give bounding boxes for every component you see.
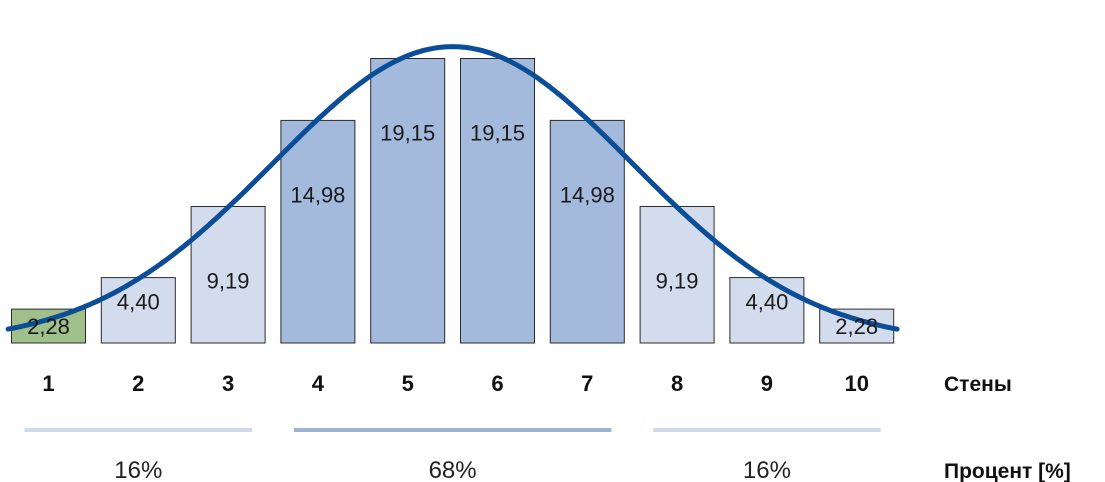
x-tick-3: 3 xyxy=(222,371,234,396)
curve-layer xyxy=(5,44,900,332)
bar-value-label-5: 19,15 xyxy=(380,121,435,146)
x-tick-5: 5 xyxy=(402,371,414,396)
bar-4 xyxy=(280,119,356,344)
bar-9 xyxy=(729,277,805,344)
percent-axis-title: Процент [%] xyxy=(944,460,1071,482)
normal-distribution-curve xyxy=(5,44,900,332)
x-tick-6: 6 xyxy=(491,371,503,396)
bar-2 xyxy=(100,277,176,344)
x-tick-8: 8 xyxy=(671,371,683,396)
x-tick-7: 7 xyxy=(581,371,593,396)
bar-value-label-7: 14,98 xyxy=(560,182,615,207)
bar-6 xyxy=(460,58,535,344)
x-tick-2: 2 xyxy=(132,371,144,396)
percent-group-line-3 xyxy=(653,428,881,432)
bar-value-label-1: 2,28 xyxy=(27,314,70,339)
percent-groups-layer: 16% 68% 16% xyxy=(24,428,881,482)
bar-labels-layer: 2,28 4,40 9,19 14,98 19,15 19,15 14,98 9,19 4,40… xyxy=(27,121,878,340)
bar-value-label-10: 2,28 xyxy=(835,314,878,339)
percent-group-label-3: 16% xyxy=(743,457,791,482)
x-ticks-layer: 1 2 3 4 5 6 7 8 9 10 xyxy=(42,371,869,396)
x-tick-10: 10 xyxy=(844,371,868,396)
x-tick-9: 9 xyxy=(761,371,773,396)
bar-value-label-2: 4,40 xyxy=(117,290,160,315)
x-tick-4: 4 xyxy=(312,371,325,396)
bar-value-label-6: 19,15 xyxy=(470,121,525,146)
bars-layer xyxy=(11,58,895,344)
x-tick-1: 1 xyxy=(42,371,54,396)
percent-group-line-1 xyxy=(24,428,253,432)
percent-group-label-1: 16% xyxy=(114,457,162,482)
bar-value-label-4: 14,98 xyxy=(290,182,345,207)
bar-value-label-3: 9,19 xyxy=(207,269,250,294)
bar-5 xyxy=(370,58,446,344)
bar-7 xyxy=(549,119,625,344)
bar-value-label-8: 9,19 xyxy=(656,269,699,294)
percent-group-line-2 xyxy=(293,428,612,432)
bar-value-label-9: 4,40 xyxy=(745,290,788,315)
percent-group-label-2: 68% xyxy=(429,457,477,482)
x-axis-title: Стены xyxy=(944,373,1012,396)
